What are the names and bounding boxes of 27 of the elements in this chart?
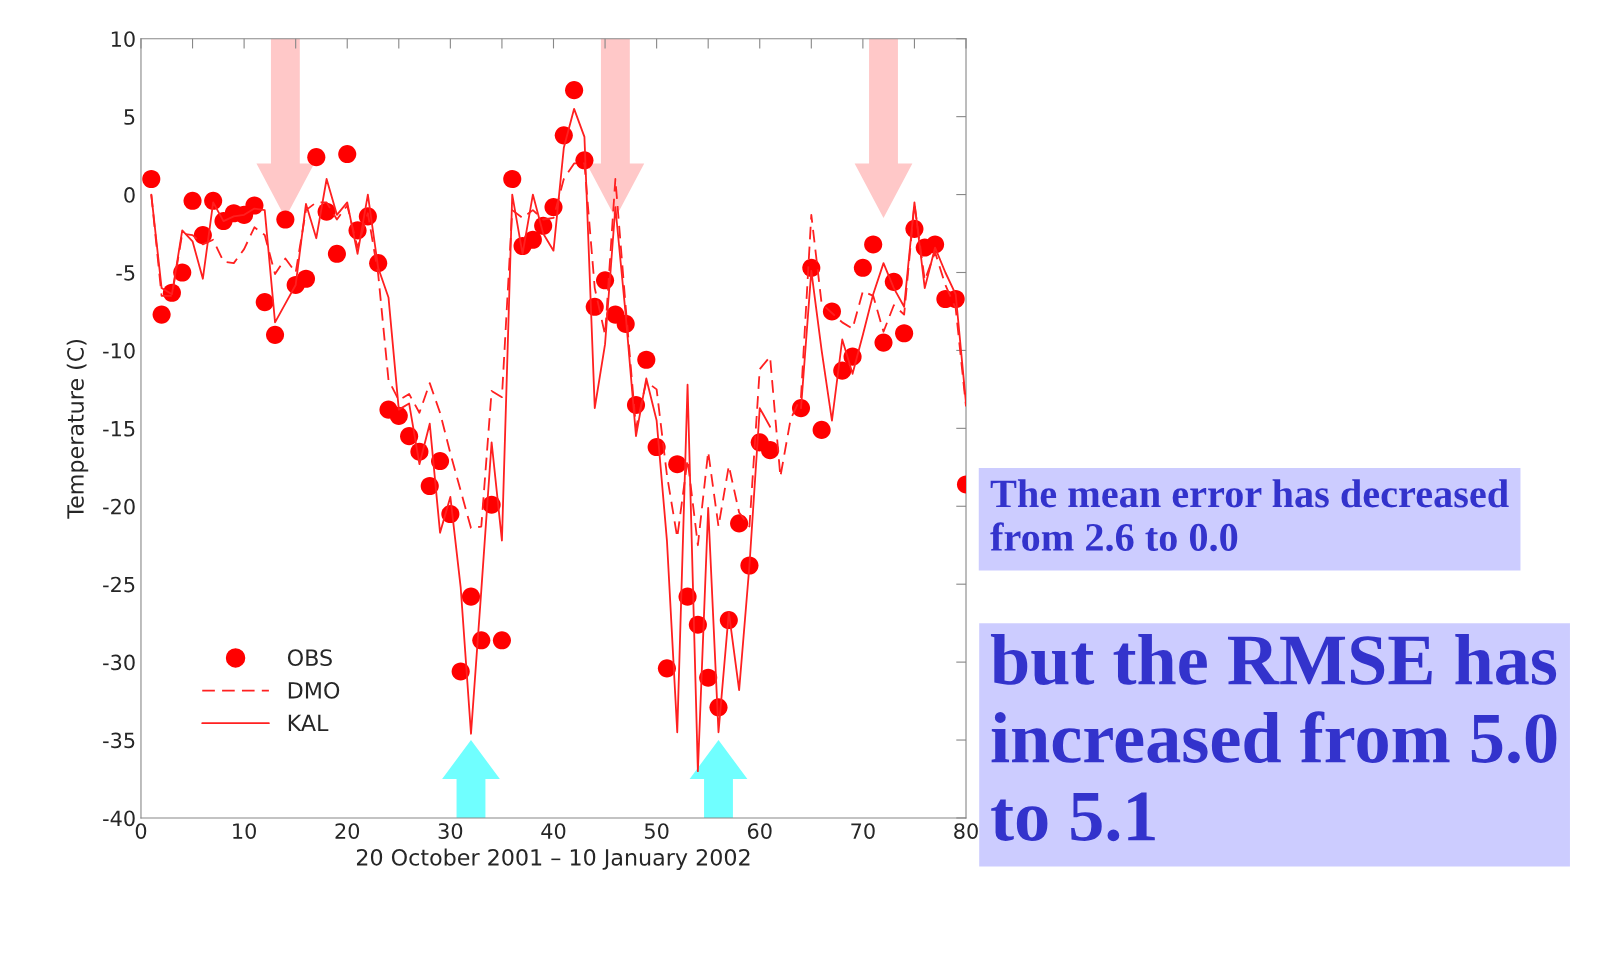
y-tick-label: -30 [103,654,135,671]
y-tick-label: -35 [103,732,135,749]
legend-label: OBS [287,649,332,667]
y-tick-label: -40 [103,810,135,827]
y-axis-title: Temperature (C) [66,339,89,519]
text: The mean error has decreased from 2.6 to 0.0 [990,479,1509,552]
x-tick-label: 40 [541,823,566,839]
x-tick-label: 10 [233,823,256,839]
y-tick-label: -20 [103,498,135,515]
x-tick-label: 0 [135,823,147,839]
x-tick-label: 50 [644,823,669,839]
legend-label: DMO [288,681,340,699]
x-tick-label: 30 [438,823,463,839]
x-tick-label: 60 [747,823,772,839]
y-tick-label: -5 [116,265,135,281]
y-tick-label: 10 [111,31,135,47]
y-tick-label: 0 [124,187,135,203]
x-tick-label: 80 [954,823,978,839]
y-tick-label: -25 [103,576,135,593]
x-axis-title: 20 October 2001 – 10 January 2002 [356,848,750,871]
x-tick-label: 70 [851,823,875,839]
y-tick-label: 5 [124,109,135,125]
y-tick-label: -15 [103,421,135,437]
y-tick-label: -10 [103,342,135,359]
legend-label: KAL [288,714,329,731]
text: but the RMSE has increased from 5.0 to 5.1 [990,634,1557,842]
x-tick-label: 20 [335,823,360,839]
